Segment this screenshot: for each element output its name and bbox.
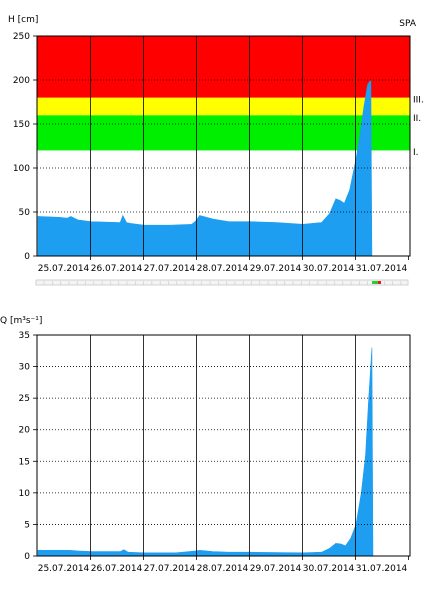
alarm-band-label: II. — [413, 114, 421, 124]
alarm-band-labels: III. II. I. — [413, 95, 424, 158]
discharge-grid — [37, 335, 410, 556]
x-tick-label: 26.07.2014 — [91, 564, 143, 574]
series-area-1 — [37, 347, 374, 557]
water-level-y-ticks: 0 50 100 150 200 250 — [13, 32, 37, 262]
alarm-band-2 — [37, 97, 410, 116]
y-tick-label: 0 — [24, 552, 30, 562]
y-tick-label: 15 — [19, 457, 30, 467]
station-code: SPA — [399, 19, 417, 29]
water-level-grid — [37, 36, 410, 256]
x-tick-label: 29.07.2014 — [250, 564, 302, 574]
x-tick-label: 27.07.2014 — [144, 264, 196, 274]
x-tick-label: 30.07.2014 — [303, 564, 355, 574]
y-tick-label: 25 — [19, 394, 30, 404]
alarm-band-1 — [37, 115, 410, 151]
x-tick-label: 31.07.2014 — [356, 564, 408, 574]
x-tick-label: 30.07.2014 — [303, 264, 355, 274]
y-tick-label: 250 — [13, 32, 30, 42]
water-level-area — [37, 79, 373, 257]
y-tick-label: 150 — [13, 120, 30, 130]
alarm-band-3 — [37, 36, 410, 98]
alarm-bands — [37, 36, 410, 151]
y-tick-label: 10 — [19, 489, 31, 499]
alarm-band-label: I. — [413, 148, 419, 158]
timeline-scrollbar-ticks — [43, 281, 402, 285]
water-level-chart: H [cm] SPA 0 50 100 150 200 250 25.07.2014 26.… — [8, 15, 424, 274]
timeline-scrollbar[interactable] — [35, 279, 409, 286]
discharge-x-ticks: 25.07.2014 26.07.2014 27.07.2014 28.07.2014… — [38, 556, 409, 574]
timeline-scrollbar-track[interactable] — [35, 279, 409, 286]
x-tick-label: 28.07.2014 — [197, 264, 249, 274]
water-level-frame — [36, 35, 411, 257]
plot-frame — [36, 334, 411, 557]
discharge-chart: Q [m³s⁻¹] 0 5 10 15 20 25 30 35 25.07.2014 26.07… — [0, 316, 411, 574]
discharge-axis-title: Q [m³s⁻¹] — [0, 316, 42, 326]
y-tick-label: 0 — [24, 252, 30, 262]
y-tick-label: 30 — [19, 363, 31, 373]
discharge-frame — [36, 334, 411, 557]
x-tick-label: 25.07.2014 — [38, 264, 90, 274]
water-level-axis-title: H [cm] — [8, 15, 38, 25]
y-tick-label: 35 — [19, 331, 30, 341]
water-level-x-ticks: 25.07.2014 26.07.2014 27.07.2014 28.07.2014… — [38, 256, 409, 274]
x-tick-label: 29.07.2014 — [250, 264, 302, 274]
x-tick-label: 26.07.2014 — [91, 264, 143, 274]
discharge-area — [37, 347, 374, 557]
x-tick-label: 28.07.2014 — [197, 564, 249, 574]
timeline-range-marker-green[interactable] — [372, 281, 378, 284]
y-tick-label: 100 — [13, 164, 30, 174]
x-tick-label: 25.07.2014 — [38, 564, 90, 574]
y-tick-label: 5 — [24, 520, 30, 530]
plot-frame — [36, 35, 411, 257]
y-tick-label: 20 — [19, 426, 31, 436]
discharge-y-ticks: 0 5 10 15 20 25 30 35 — [19, 331, 37, 562]
y-tick-label: 50 — [19, 208, 31, 218]
timeline-range-marker-red[interactable] — [378, 281, 381, 284]
x-tick-label: 27.07.2014 — [144, 564, 196, 574]
series-area-1 — [37, 79, 373, 257]
x-tick-label: 31.07.2014 — [356, 264, 408, 274]
alarm-band-label: III. — [413, 95, 424, 105]
y-tick-label: 200 — [13, 76, 30, 86]
